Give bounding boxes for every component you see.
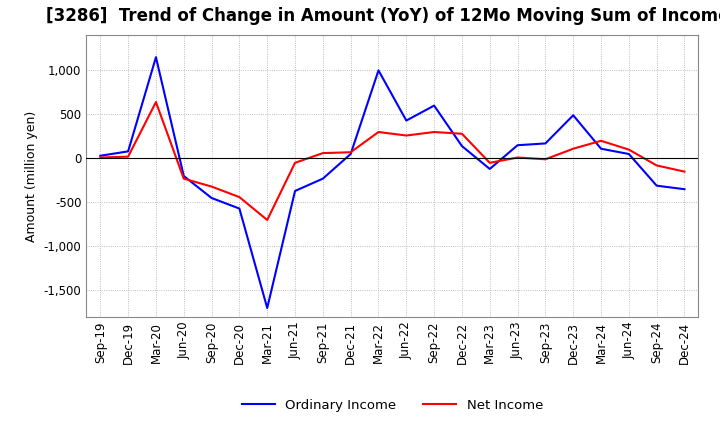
- Ordinary Income: [235, 206, 243, 211]
- Ordinary Income: [96, 153, 104, 158]
- Net Income: [152, 99, 161, 105]
- Ordinary Income: [291, 188, 300, 194]
- Net Income: [430, 129, 438, 135]
- Net Income: [402, 133, 410, 138]
- Ordinary Income: [485, 166, 494, 172]
- Ordinary Income: [430, 103, 438, 108]
- Ordinary Income: [458, 143, 467, 149]
- Ordinary Income: [179, 173, 188, 179]
- Net Income: [597, 138, 606, 143]
- Ordinary Income: [569, 113, 577, 118]
- Net Income: [346, 150, 355, 155]
- Net Income: [652, 163, 661, 168]
- Net Income: [207, 184, 216, 189]
- Net Income: [124, 154, 132, 159]
- Ordinary Income: [597, 146, 606, 151]
- Ordinary Income: [346, 151, 355, 157]
- Ordinary Income: [152, 55, 161, 60]
- Ordinary Income: [124, 149, 132, 154]
- Ordinary Income: [652, 183, 661, 188]
- Ordinary Income: [207, 195, 216, 201]
- Ordinary Income: [263, 305, 271, 311]
- Ordinary Income: [624, 151, 633, 157]
- Line: Ordinary Income: Ordinary Income: [100, 57, 685, 308]
- Net Income: [235, 194, 243, 200]
- Net Income: [291, 160, 300, 165]
- Net Income: [318, 150, 327, 156]
- Ordinary Income: [513, 143, 522, 148]
- Line: Net Income: Net Income: [100, 102, 685, 220]
- Net Income: [374, 129, 383, 135]
- Net Income: [513, 155, 522, 160]
- Ordinary Income: [680, 187, 689, 192]
- Net Income: [680, 169, 689, 174]
- Ordinary Income: [402, 118, 410, 123]
- Net Income: [458, 131, 467, 136]
- Net Income: [263, 217, 271, 223]
- Ordinary Income: [318, 176, 327, 181]
- Legend: Ordinary Income, Net Income: Ordinary Income, Net Income: [237, 394, 548, 417]
- Net Income: [179, 176, 188, 181]
- Net Income: [485, 160, 494, 165]
- Net Income: [96, 155, 104, 160]
- Ordinary Income: [541, 141, 550, 146]
- Net Income: [541, 157, 550, 162]
- Net Income: [624, 147, 633, 152]
- Ordinary Income: [374, 68, 383, 73]
- Title: [3286]  Trend of Change in Amount (YoY) of 12Mo Moving Sum of Incomes: [3286] Trend of Change in Amount (YoY) o…: [45, 7, 720, 26]
- Net Income: [569, 146, 577, 151]
- Y-axis label: Amount (million yen): Amount (million yen): [25, 110, 38, 242]
